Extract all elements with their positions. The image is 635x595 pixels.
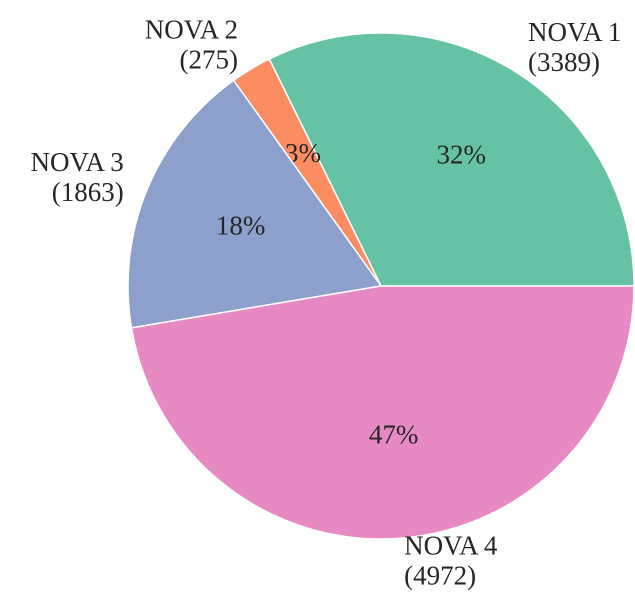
slice-label: NOVA 2 <box>145 14 238 44</box>
slice-value-label: (4972) <box>404 561 476 591</box>
percent-label: 18% <box>216 210 266 240</box>
pie-slice <box>130 285 635 540</box>
percent-label: 32% <box>436 139 486 169</box>
slice-value-label: (1863) <box>52 177 124 207</box>
slice-label: NOVA 4 <box>404 531 498 561</box>
slice-label: NOVA 3 <box>30 147 123 177</box>
slice-value-label: (3389) <box>528 47 600 77</box>
percent-label: 47% <box>369 419 419 449</box>
slice-label: NOVA 1 <box>528 17 621 47</box>
slice-value-label: (275) <box>180 44 238 74</box>
pie-slice <box>268 32 635 287</box>
pie-slice <box>127 79 383 329</box>
